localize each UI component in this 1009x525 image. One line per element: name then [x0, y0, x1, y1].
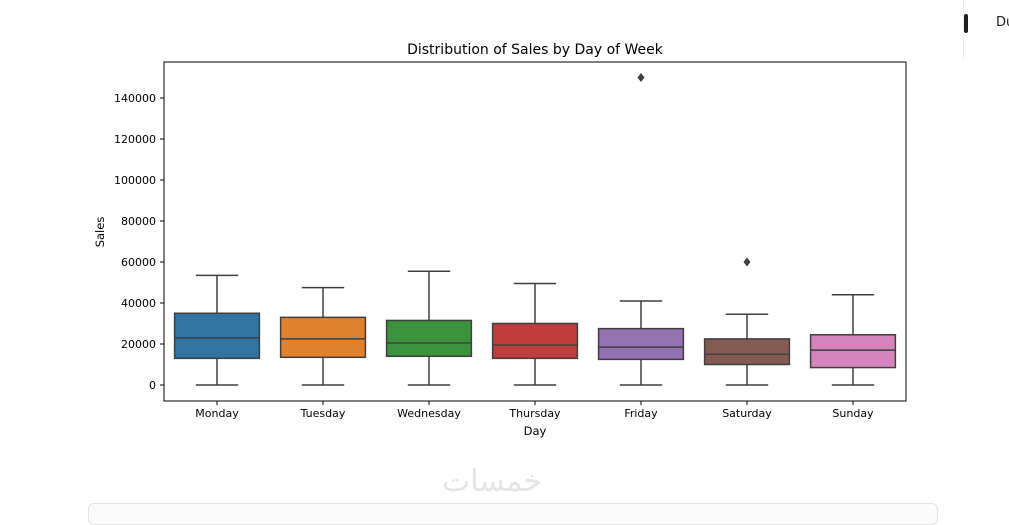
iqr-box — [703, 338, 791, 366]
x-tick-label: Sunday — [832, 407, 874, 420]
iqr-box — [173, 312, 261, 360]
x-tick-label: Monday — [195, 407, 239, 420]
y-tick-label: 0 — [149, 379, 156, 392]
box-monday — [173, 274, 261, 386]
box-plot-chart: Distribution of Sales by Day of Week 0 20… — [93, 42, 907, 438]
y-tick-label: 80000 — [121, 215, 156, 228]
bottom-card — [88, 503, 938, 525]
y-tick-label: 120000 — [114, 133, 156, 146]
box-series — [173, 72, 897, 386]
x-tick-label: Tuesday — [300, 407, 346, 420]
y-tick-label: 40000 — [121, 297, 156, 310]
y-tick-label: 20000 — [121, 338, 156, 351]
box-thursday — [491, 282, 579, 386]
iqr-box — [809, 334, 897, 369]
box-saturday — [703, 257, 791, 386]
y-tick-label: 60000 — [121, 256, 156, 269]
outlier-point — [637, 72, 645, 83]
box-wednesday — [385, 270, 473, 386]
iqr-box — [279, 316, 367, 359]
x-tick-label: Saturday — [722, 407, 772, 420]
x-tick-label: Thursday — [508, 407, 561, 420]
y-tick-label: 140000 — [114, 92, 156, 105]
box-sunday — [809, 294, 897, 386]
y-axis-label: Sales — [93, 217, 107, 248]
outlier-point — [743, 257, 751, 267]
chart-title: Distribution of Sales by Day of Week — [407, 42, 664, 58]
iqr-box — [385, 319, 473, 358]
iqr-box — [491, 322, 579, 360]
side-panel-marker — [964, 14, 968, 33]
x-tick-label: Friday — [624, 407, 658, 420]
x-axis-label: Day — [524, 424, 547, 438]
watermark-logo: خمسات — [442, 464, 543, 499]
y-tick-label: 100000 — [114, 174, 156, 187]
x-axis: Monday Tuesday Wednesday Thursday Friday Satu… — [195, 401, 874, 420]
y-axis: 0 20000 40000 60000 80000 100000 120000 140000 — [114, 92, 164, 392]
iqr-box — [597, 327, 685, 361]
side-panel-text[interactable]: Du — [996, 15, 1009, 30]
side-panel — [963, 0, 1009, 60]
x-tick-label: Wednesday — [397, 407, 461, 420]
box-tuesday — [279, 286, 367, 386]
box-friday — [597, 72, 685, 386]
